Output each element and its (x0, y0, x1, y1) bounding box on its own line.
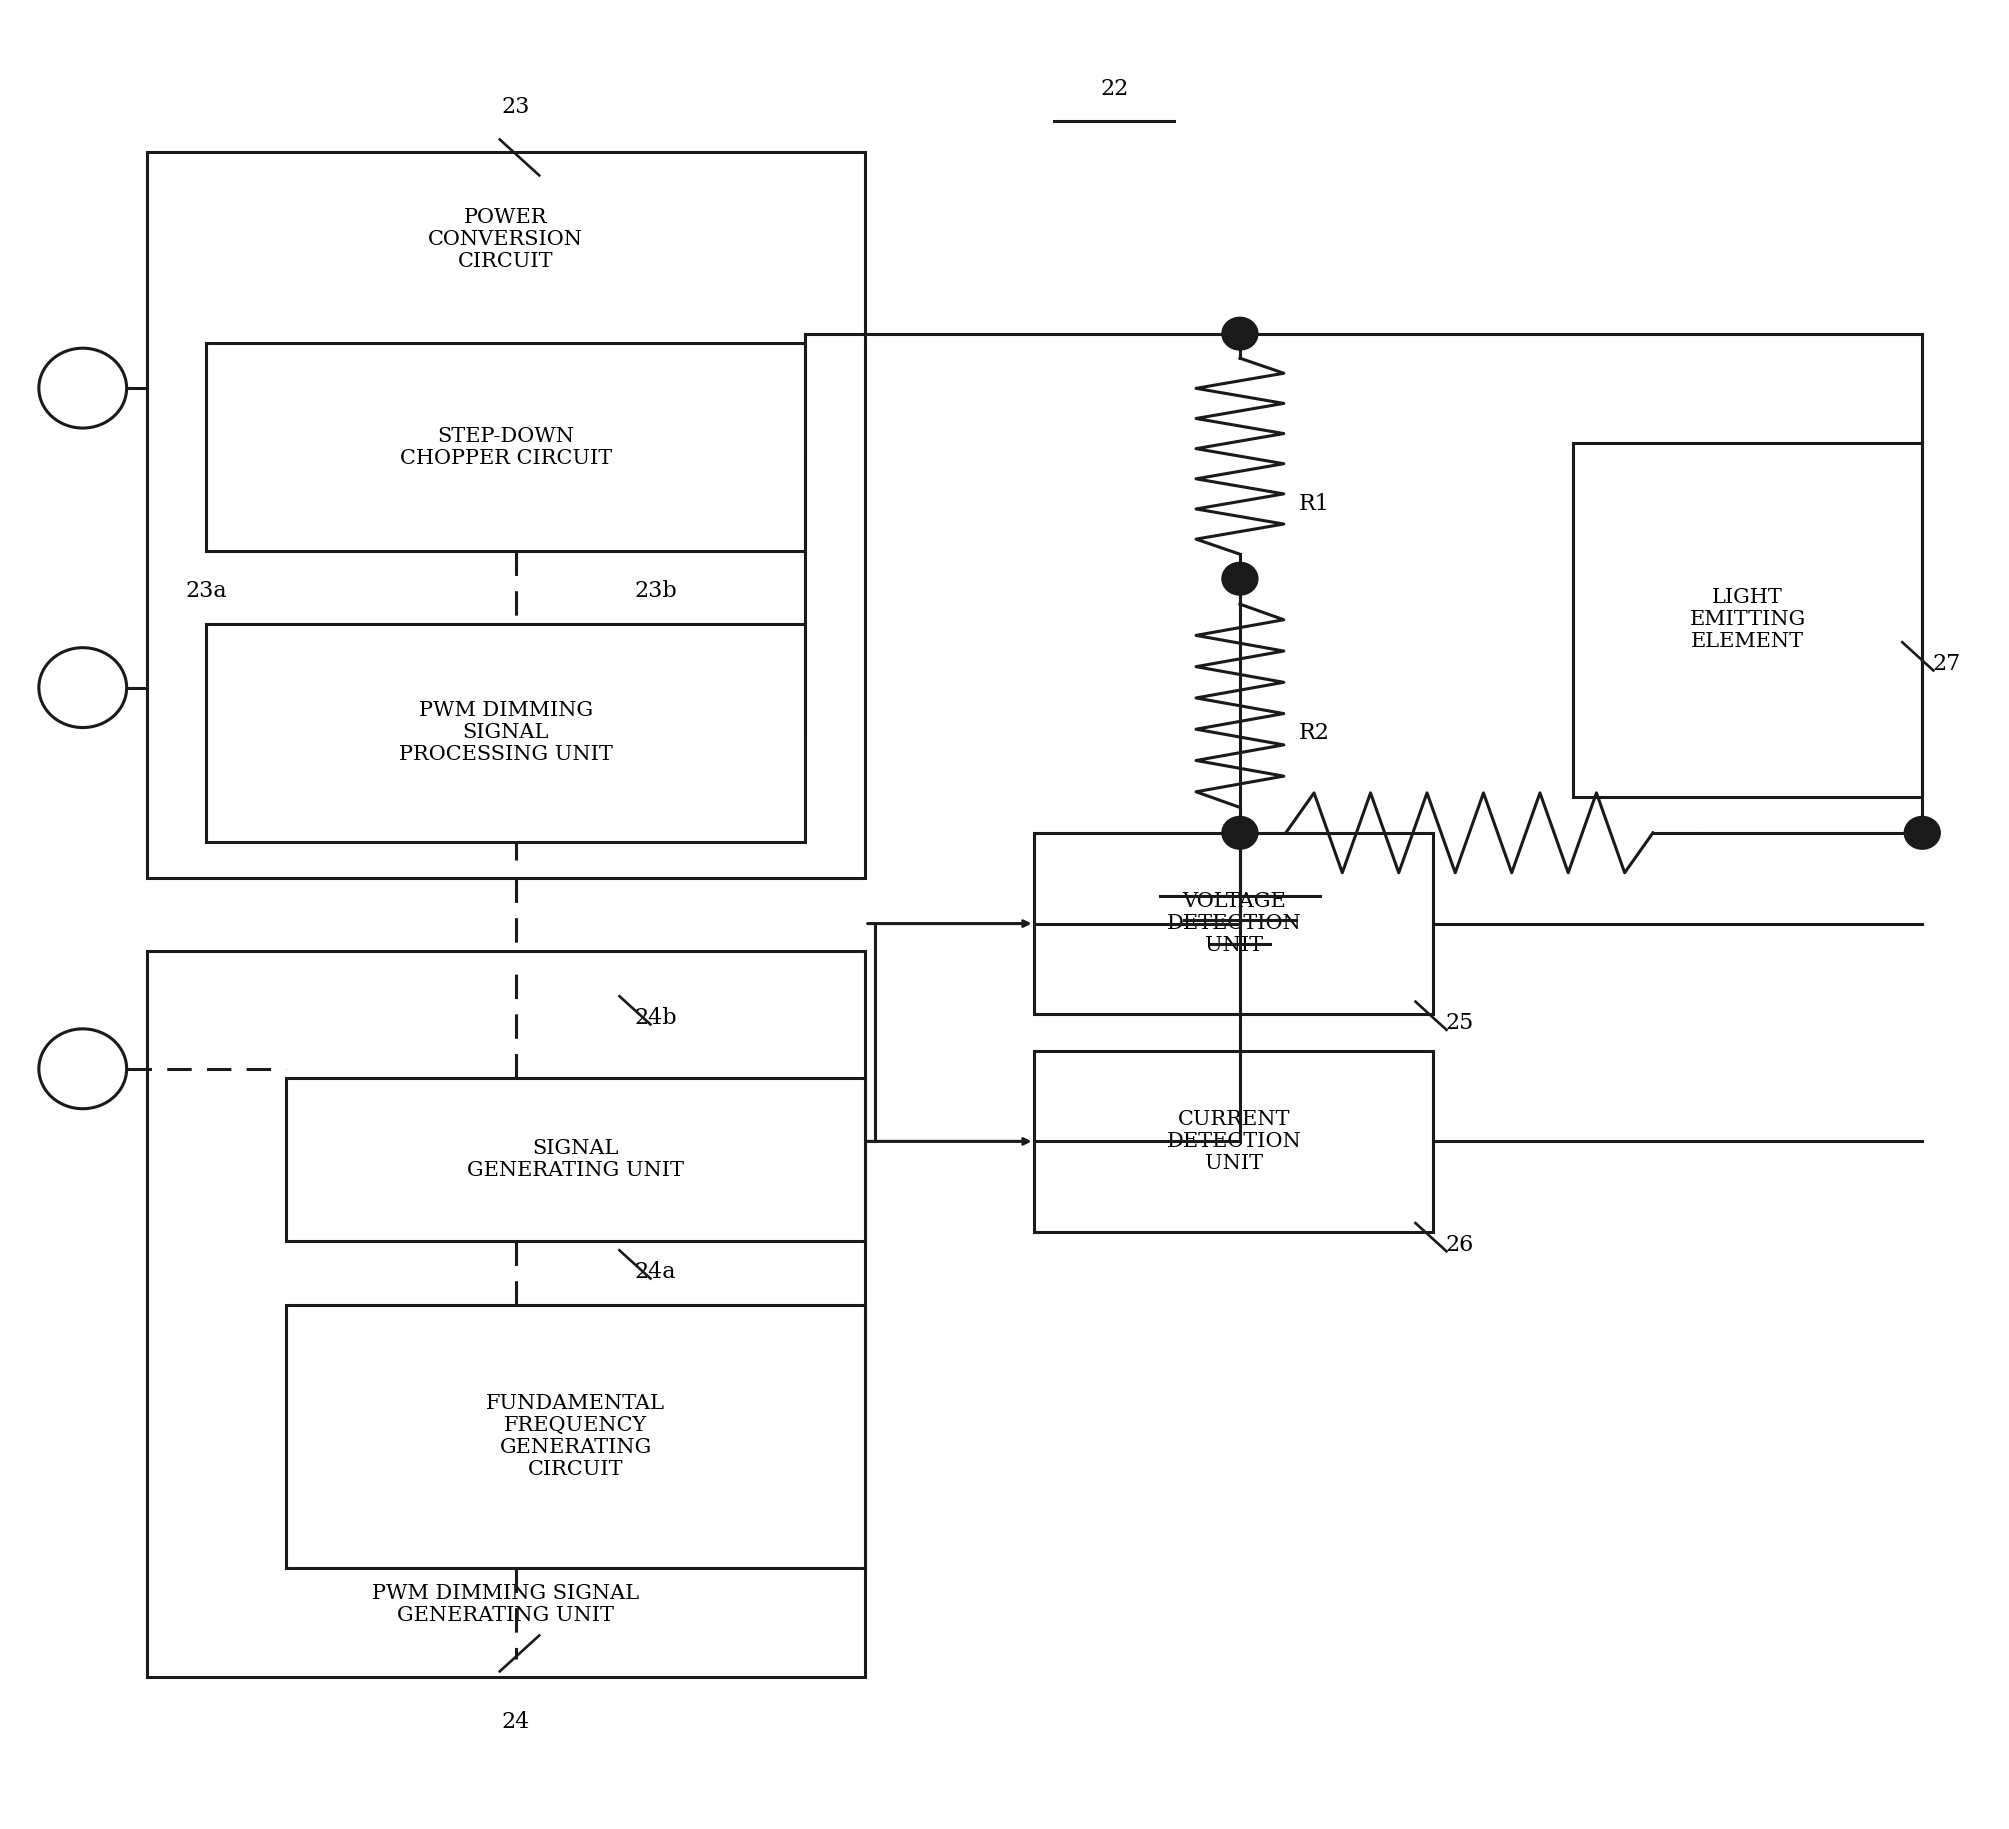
Text: VOLTAGE
DETECTION
UNIT: VOLTAGE DETECTION UNIT (1167, 893, 1302, 955)
Text: 24: 24 (502, 1712, 530, 1734)
FancyBboxPatch shape (1035, 1050, 1434, 1233)
Text: R1: R1 (1298, 494, 1330, 516)
Text: SIGNAL
GENERATING UNIT: SIGNAL GENERATING UNIT (466, 1139, 683, 1180)
Text: PWM DIMMING SIGNAL
GENERATING UNIT: PWM DIMMING SIGNAL GENERATING UNIT (372, 1584, 639, 1624)
Circle shape (1221, 816, 1258, 849)
Text: FUNDAMENTAL
FREQUENCY
GENERATING
CIRCUIT: FUNDAMENTAL FREQUENCY GENERATING CIRCUIT (486, 1394, 665, 1480)
Text: 26: 26 (1444, 1235, 1473, 1257)
Circle shape (1221, 316, 1258, 349)
Text: STEP-DOWN
CHOPPER CIRCUIT: STEP-DOWN CHOPPER CIRCUIT (400, 426, 613, 468)
FancyBboxPatch shape (147, 951, 864, 1677)
FancyBboxPatch shape (285, 1304, 864, 1567)
Text: R2: R2 (1298, 722, 1330, 744)
Text: POWER
CONVERSION
CIRCUIT: POWER CONVERSION CIRCUIT (428, 209, 583, 271)
Text: CURRENT
DETECTION
UNIT: CURRENT DETECTION UNIT (1167, 1110, 1302, 1172)
FancyBboxPatch shape (285, 1077, 864, 1242)
FancyBboxPatch shape (1573, 443, 1923, 796)
FancyBboxPatch shape (207, 342, 806, 552)
Text: 27: 27 (1933, 653, 1961, 675)
Text: 24a: 24a (635, 1260, 677, 1284)
Text: LIGHT
EMITTING
ELEMENT: LIGHT EMITTING ELEMENT (1690, 589, 1806, 651)
Text: 23: 23 (502, 95, 530, 117)
Circle shape (38, 348, 127, 428)
Text: 22: 22 (1101, 77, 1129, 99)
FancyBboxPatch shape (147, 152, 864, 878)
Circle shape (1905, 816, 1941, 849)
Circle shape (38, 1030, 127, 1108)
Text: 23a: 23a (185, 580, 227, 602)
Circle shape (1221, 562, 1258, 594)
FancyBboxPatch shape (1035, 832, 1434, 1015)
Text: PWM DIMMING
SIGNAL
PROCESSING UNIT: PWM DIMMING SIGNAL PROCESSING UNIT (398, 702, 613, 765)
Circle shape (38, 647, 127, 728)
Text: 23b: 23b (635, 580, 677, 602)
FancyBboxPatch shape (207, 624, 806, 841)
Text: 24b: 24b (635, 1008, 677, 1030)
Text: 25: 25 (1444, 1013, 1473, 1035)
